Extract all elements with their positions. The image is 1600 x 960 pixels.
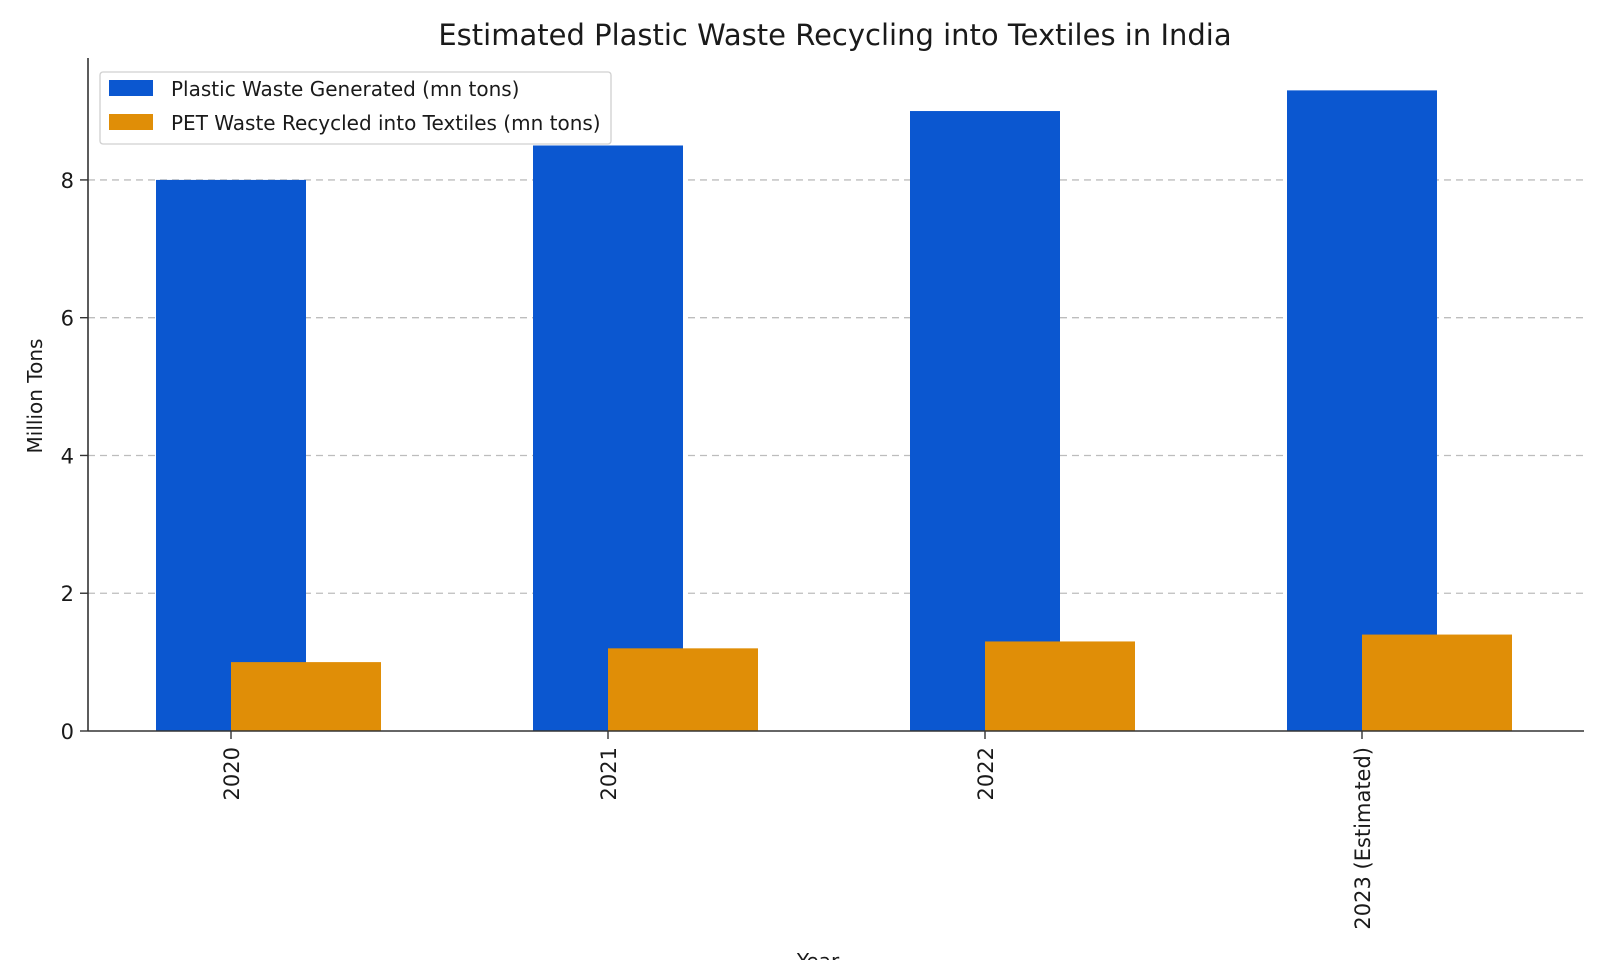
gridlines — [88, 179, 1584, 594]
y-tick-label-8: 8 — [61, 169, 74, 193]
legend-label-pet-waste-recycled: PET Waste Recycled into Textiles (mn ton… — [171, 111, 601, 135]
x-tick-label-2020: 2020 — [220, 747, 244, 800]
legend: Plastic Waste Generated (mn tons) PET Wa… — [99, 71, 612, 145]
x-tick-label-2022: 2022 — [974, 747, 998, 800]
chart-title: Estimated Plastic Waste Recycling into T… — [438, 18, 1231, 52]
bar-plastic-waste-generated-mn-tons-2021 — [533, 145, 683, 732]
bar-plastic-waste-generated-mn-tons-2020 — [156, 179, 306, 731]
x-tick-label-2023-estimated: 2023 (Estimated) — [1351, 747, 1375, 930]
y-axis-ticks: 0 2 4 6 8 — [61, 169, 88, 744]
bar-pet-waste-recycled-into-textiles-mn-tons-2020 — [231, 662, 381, 731]
legend-swatch-plastic-waste-generated — [109, 80, 153, 96]
x-axis-ticks: 2020 2021 2022 2023 (Estimated) — [220, 731, 1375, 930]
x-tick-label-2021: 2021 — [597, 747, 621, 800]
y-tick-label-4: 4 — [61, 444, 74, 468]
legend-frame — [99, 71, 612, 145]
y-tick-label-6: 6 — [61, 307, 74, 331]
y-axis-label: Million Tons — [23, 339, 47, 454]
y-tick-label-2: 2 — [61, 582, 74, 606]
y-tick-label-0: 0 — [61, 720, 74, 744]
legend-label-plastic-waste-generated: Plastic Waste Generated (mn tons) — [171, 77, 519, 101]
bar-pet-waste-recycled-into-textiles-mn-tons-2023-estimated — [1362, 634, 1512, 731]
bar-pet-waste-recycled-into-textiles-mn-tons-2021 — [608, 648, 758, 731]
x-axis-label: Year — [796, 949, 840, 960]
bar-plastic-waste-generated-mn-tons-2022 — [910, 111, 1060, 731]
bar-pet-waste-recycled-into-textiles-mn-tons-2022 — [985, 641, 1135, 731]
legend-swatch-pet-waste-recycled — [109, 114, 153, 130]
bars — [156, 90, 1512, 732]
bar-plastic-waste-generated-mn-tons-2023-estimated — [1287, 90, 1437, 732]
